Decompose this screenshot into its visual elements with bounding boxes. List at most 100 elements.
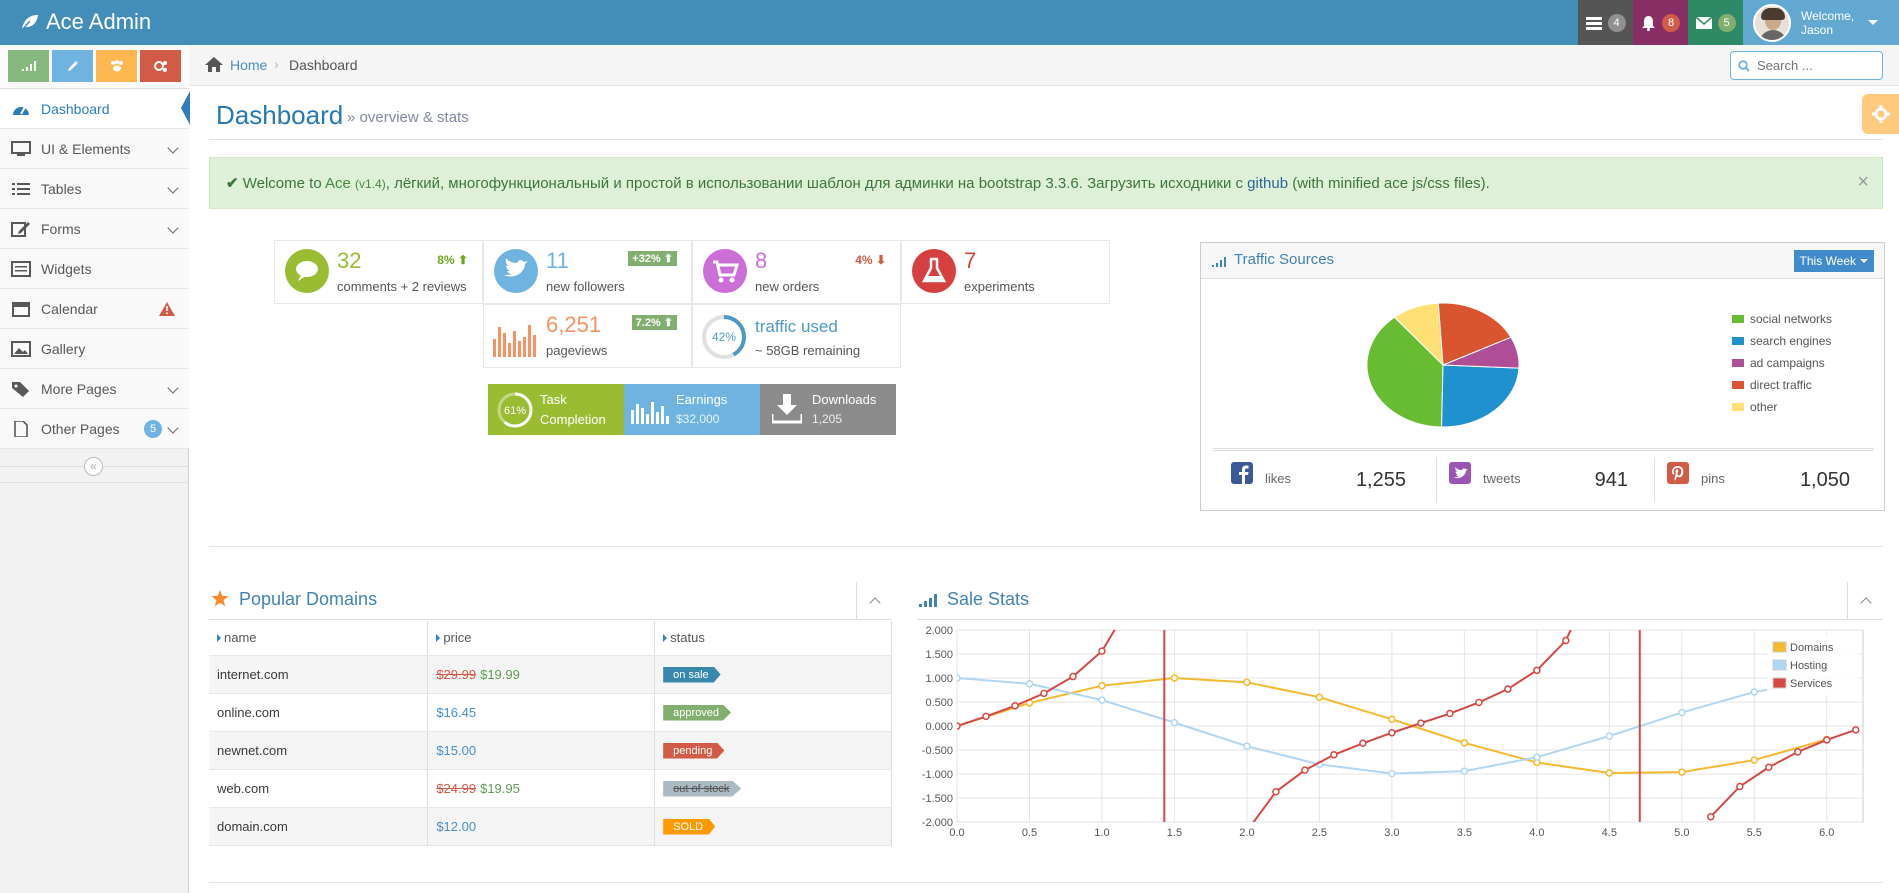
traffic-sources-widget: Traffic Sources This Week social network…: [1200, 242, 1885, 511]
data-point-services[interactable]: [1301, 766, 1309, 774]
data-point-services[interactable]: [1794, 748, 1802, 756]
y-tick-label: -1.500: [922, 793, 953, 805]
shortcut-edit-button[interactable]: [52, 50, 93, 82]
data-point-services[interactable]: [1011, 702, 1019, 710]
data-point-services[interactable]: [1765, 763, 1773, 772]
period-dropdown-button[interactable]: This Week: [1793, 250, 1874, 272]
search-input[interactable]: [1730, 51, 1883, 80]
envelope-icon: [1695, 16, 1712, 29]
sidebar-item-forms[interactable]: Forms: [0, 209, 189, 249]
data-point-services[interactable]: [1272, 788, 1280, 796]
shortcut-stats-button[interactable]: [8, 50, 49, 82]
legend-swatch: [1732, 359, 1744, 367]
pie-slice-social-networks[interactable]: [1366, 316, 1444, 428]
data-point-services[interactable]: [1736, 782, 1744, 791]
collapse-toggle-button[interactable]: «: [84, 457, 103, 476]
data-point-hosting[interactable]: [954, 674, 961, 682]
settings-toggle-button[interactable]: [1862, 94, 1899, 134]
bottom-divider: [209, 882, 1883, 883]
sidebar-item-dashboard[interactable]: Dashboard: [0, 89, 190, 129]
x-tick-label: 3.5: [1457, 827, 1472, 839]
data-point-domains[interactable]: [1605, 769, 1614, 777]
data-point-domains[interactable]: [1388, 715, 1396, 724]
sidebar-item-calendar[interactable]: Calendar: [0, 289, 189, 329]
data-point-hosting[interactable]: [1605, 732, 1614, 740]
tasks-button[interactable]: 4: [1578, 0, 1633, 45]
signal-icon: [1212, 257, 1226, 267]
data-point-services[interactable]: [1388, 728, 1396, 737]
close-icon[interactable]: ×: [1857, 171, 1869, 193]
pie-slice-search-engines[interactable]: [1441, 364, 1520, 428]
chevron-down-icon: [167, 222, 179, 234]
data-point-services[interactable]: [1359, 739, 1367, 748]
data-point-hosting[interactable]: [1533, 753, 1541, 761]
data-point-hosting[interactable]: [1170, 718, 1179, 727]
comments-icon: [285, 249, 329, 293]
column-header-name[interactable]: name: [209, 621, 429, 656]
sidebar-item-more-pages[interactable]: More Pages: [0, 369, 189, 409]
alert-version: (v1.4): [355, 177, 386, 191]
caret-right-icon: [436, 634, 441, 643]
shortcut-users-button[interactable]: [96, 50, 137, 82]
domains-table: name price status internet.com $29.99 $19.99 o…: [209, 621, 892, 846]
shortcut-settings-button[interactable]: [140, 50, 181, 82]
column-header-status[interactable]: status: [654, 621, 892, 656]
data-point-hosting[interactable]: [1678, 708, 1686, 717]
data-point-services[interactable]: [1417, 719, 1425, 727]
data-point-domains[interactable]: [1243, 678, 1251, 687]
legend-label: direct traffic: [1750, 378, 1812, 392]
legend-label: other: [1750, 400, 1778, 414]
data-point-services[interactable]: [1098, 647, 1106, 655]
data-point-hosting[interactable]: [1750, 688, 1759, 696]
sidebar-item-label: Forms: [41, 220, 81, 237]
notifications-button[interactable]: 8: [1633, 0, 1688, 45]
data-point-services[interactable]: [1475, 698, 1483, 707]
data-point-hosting[interactable]: [1460, 767, 1469, 775]
data-point-services[interactable]: [1562, 636, 1570, 645]
data-point-hosting[interactable]: [1025, 680, 1034, 688]
collapse-button[interactable]: [856, 582, 892, 620]
github-link[interactable]: github: [1247, 175, 1289, 192]
data-point-services[interactable]: [1533, 666, 1541, 675]
data-point-services[interactable]: [982, 712, 990, 721]
brand[interactable]: Ace Admin: [20, 9, 151, 35]
data-point-domains[interactable]: [1750, 756, 1759, 764]
collapse-button[interactable]: [1847, 582, 1883, 620]
messages-button[interactable]: 5: [1688, 0, 1743, 45]
data-point-services[interactable]: [954, 722, 961, 730]
data-point-domains[interactable]: [1098, 681, 1106, 690]
data-point-domains[interactable]: [1170, 674, 1179, 682]
download-icon: [772, 394, 802, 424]
data-point-services[interactable]: [1446, 709, 1454, 718]
data-point-services[interactable]: [1707, 812, 1715, 821]
data-point-hosting[interactable]: [1243, 742, 1251, 750]
breadcrumb-home-link[interactable]: Home: [230, 57, 268, 73]
user-menu[interactable]: Welcome, Jason: [1743, 0, 1899, 45]
data-point-domains[interactable]: [1315, 693, 1324, 701]
sidebar-item-widgets[interactable]: Widgets: [0, 249, 189, 289]
data-point-hosting[interactable]: [1388, 769, 1396, 778]
data-point-services[interactable]: [1823, 736, 1831, 744]
sidebar-item-tables[interactable]: Tables: [0, 169, 189, 209]
alert-ace: Ace: [325, 175, 351, 192]
home-icon: [205, 57, 223, 72]
data-point-services[interactable]: [1040, 689, 1048, 698]
pie-slice-direct-traffic[interactable]: [1437, 302, 1512, 366]
data-point-domains[interactable]: [1678, 768, 1686, 776]
column-header-price[interactable]: price: [427, 621, 656, 656]
social-stat-tweets: tweets 941: [1437, 457, 1655, 503]
sidebar-item-other-pages[interactable]: Other Pages 5: [0, 409, 189, 449]
data-point-services[interactable]: [1504, 685, 1512, 693]
data-point-services[interactable]: [1852, 726, 1860, 734]
infobox-text: ~ 58GB remaining: [755, 343, 861, 358]
x-tick-label: 0.0: [949, 827, 964, 839]
data-point-domains[interactable]: [1460, 739, 1469, 747]
stat-value: 4%: [855, 253, 873, 267]
sidebar-item-ui-elements[interactable]: UI & Elements: [0, 129, 189, 169]
sidebar-item-gallery[interactable]: Gallery: [0, 329, 189, 369]
data-point-hosting[interactable]: [1098, 696, 1106, 704]
data-point-services[interactable]: [1069, 672, 1077, 681]
data-point-services[interactable]: [1330, 751, 1338, 759]
pie-slice-other[interactable]: [1393, 302, 1444, 367]
infobox-stat: 4% ⬇: [855, 253, 886, 267]
